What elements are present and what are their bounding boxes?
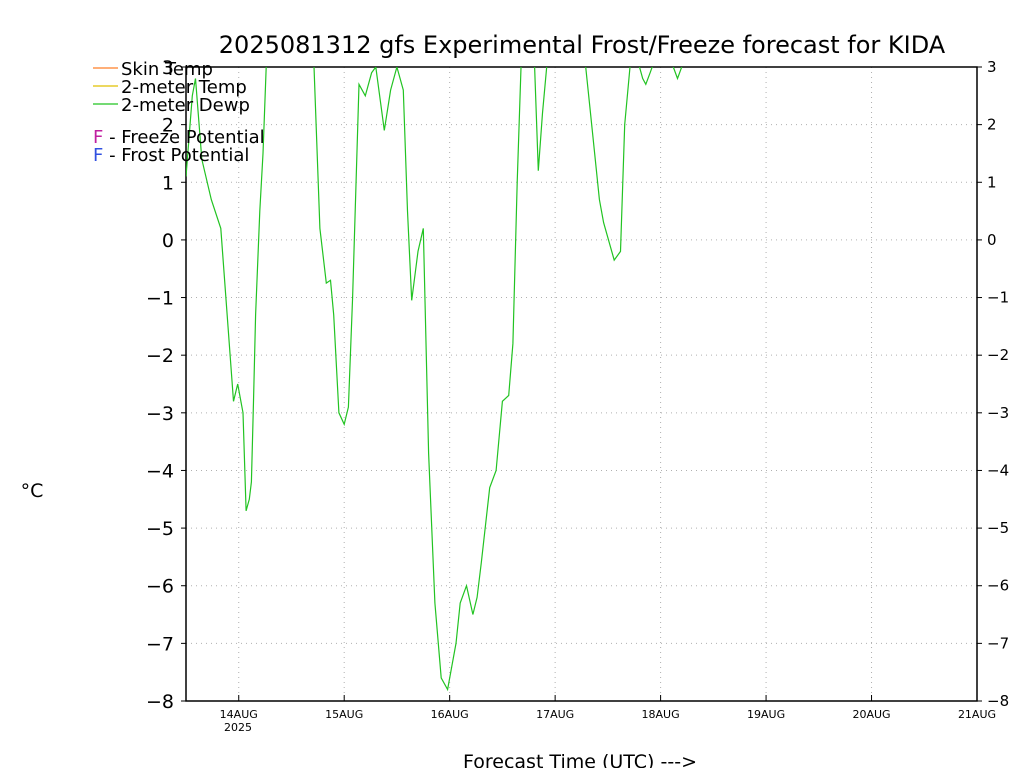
x-tick-label: 14AUG <box>220 708 258 721</box>
legend-label-2m-dewp: 2-meter Dewp <box>121 95 250 116</box>
legend-freeze-potential: F - Freeze Potential <box>93 127 265 148</box>
y-tick-label-right: 3 <box>987 58 997 76</box>
x-axis-label: Forecast Time (UTC) ---> <box>463 751 697 768</box>
x-tick-label: 17AUG <box>536 708 574 721</box>
y-tick-label: −3 <box>146 403 174 425</box>
y-tick-label-right: −2 <box>987 346 1009 364</box>
y-axis-left: −8 −7 −6 −5 −4 −3 −2 −1 0 1 2 3 <box>146 57 186 713</box>
x-tick-label: 15AUG <box>325 708 363 721</box>
legend: Skin Temp 2-meter Temp 2-meter Dewp F - … <box>93 59 265 166</box>
x-tick-label: 16AUG <box>431 708 469 721</box>
y-tick-label: 2 <box>162 115 174 137</box>
x-tick-label: 19AUG <box>747 708 785 721</box>
y-tick-label-right: −4 <box>987 461 1009 479</box>
y-tick-label: −8 <box>146 691 174 713</box>
freeze-letter: F <box>93 127 103 148</box>
y-tick-label: −6 <box>146 576 174 598</box>
y-tick-label: −2 <box>146 345 174 367</box>
y-tick-label: −7 <box>146 633 174 655</box>
y-tick-label-right: −8 <box>987 692 1009 710</box>
y-tick-label-right: 0 <box>987 231 997 249</box>
x-tick-label: 18AUG <box>642 708 680 721</box>
frost-letter: F <box>93 145 103 166</box>
grid-lines <box>186 67 977 701</box>
legend-label-skin-temp: Skin Temp <box>121 59 213 80</box>
y-tick-label-right: 1 <box>987 173 997 191</box>
y-tick-label-right: −7 <box>987 634 1009 652</box>
y-axis-label: °C <box>21 480 44 502</box>
y-tick-label: 1 <box>162 172 174 194</box>
series-layer <box>186 67 683 692</box>
freeze-label: - Freeze Potential <box>103 127 264 148</box>
chart-title: 2025081312 gfs Experimental Frost/Freeze… <box>219 31 946 59</box>
x-tick-year-label: 2025 <box>224 721 252 734</box>
x-tick-label: 21AUG <box>958 708 996 721</box>
y-tick-label: −1 <box>146 288 174 310</box>
y-axis-right: −8 −7 −6 −5 −4 −3 −2 −1 0 1 2 3 <box>977 58 1009 710</box>
plot-frame <box>185 66 978 702</box>
x-tick-label: 20AUG <box>852 708 890 721</box>
legend-frost-potential: F - Frost Potential <box>93 145 249 166</box>
y-tick-label: 0 <box>162 230 174 252</box>
y-tick-label-right: 2 <box>987 116 997 134</box>
legend-label-2m-temp: 2-meter Temp <box>121 77 247 98</box>
x-axis: 14AUG 15AUG 16AUG 17AUG 18AUG 19AUG 20AUG 21AUG <box>220 695 996 721</box>
y-tick-label: −5 <box>146 518 174 540</box>
y-tick-label-right: −1 <box>987 289 1009 307</box>
y-tick-label: −4 <box>146 460 174 482</box>
y-tick-label: 3 <box>162 57 174 79</box>
series-line-2m-dewp <box>186 67 683 692</box>
y-tick-label-right: −3 <box>987 404 1009 422</box>
y-tick-label-right: −6 <box>987 577 1009 595</box>
frost-label: - Frost Potential <box>103 145 249 166</box>
y-tick-label-right: −5 <box>987 519 1009 537</box>
